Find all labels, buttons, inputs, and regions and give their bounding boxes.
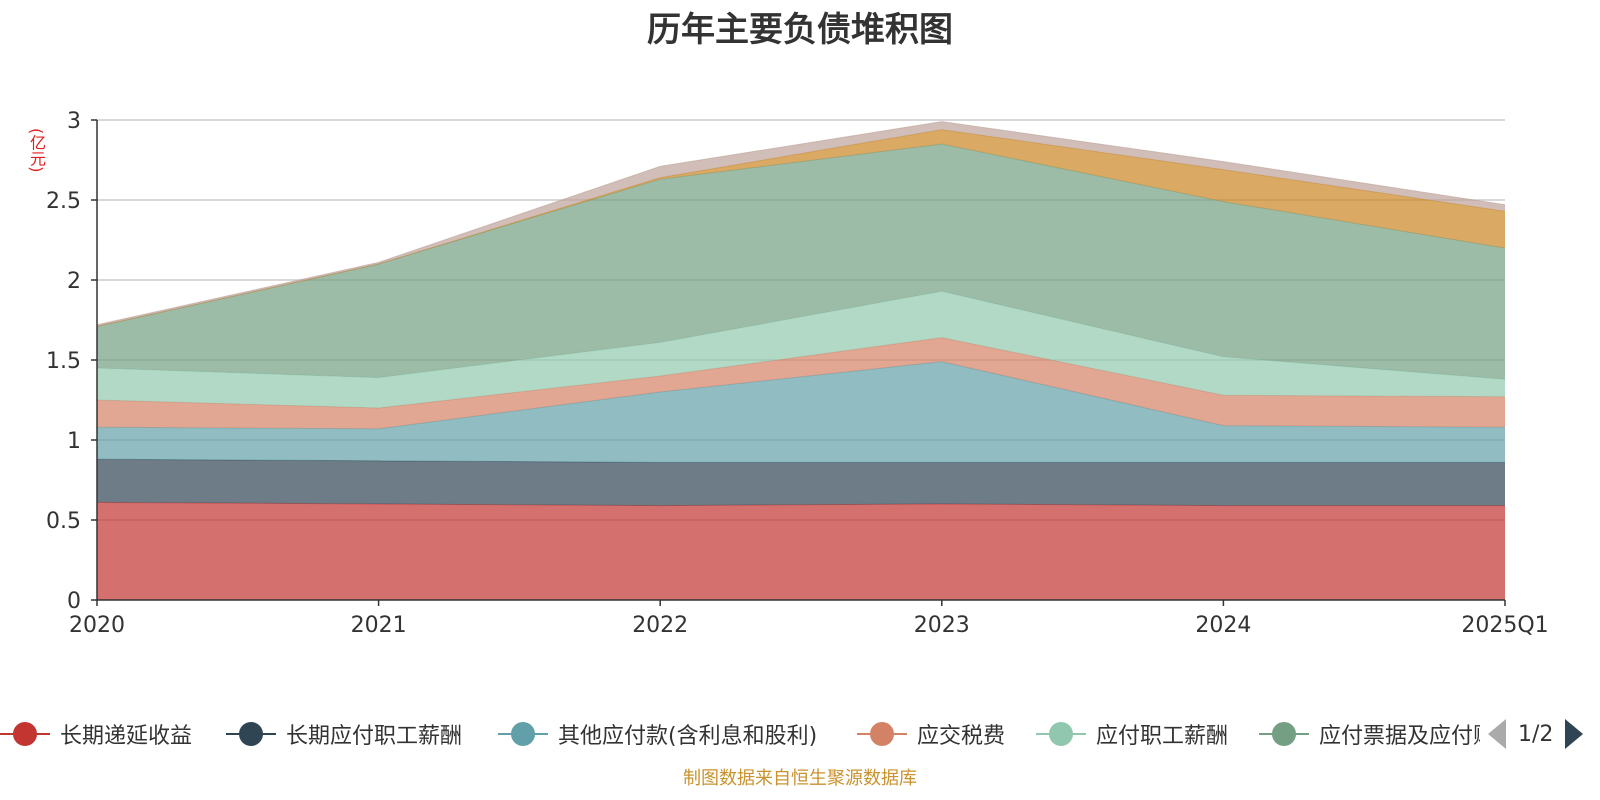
legend-marker-icon	[226, 719, 276, 749]
legend-item[interactable]: 应付职工薪酬	[1036, 714, 1228, 754]
legend-item[interactable]: 其他应付款(含利息和股利)	[498, 714, 817, 754]
y-tick-label: 3	[67, 109, 81, 134]
legend-marker-icon	[498, 719, 548, 749]
legend: 长期递延收益 长期应付职工薪酬 其他应付款(含利息和股利) 应交税费 应付职工薪酬 应付票…	[0, 714, 1600, 754]
legend-item[interactable]: 应交税费	[857, 714, 1005, 754]
legend-pager: 1/2	[1488, 718, 1584, 750]
legend-item-label: 应付票据及应付账款	[1319, 724, 1480, 749]
area-series-2	[97, 361, 1505, 463]
y-axis-unit-label: (亿元)	[27, 127, 46, 173]
legend-marker-icon	[0, 719, 50, 749]
legend-item[interactable]: 应付票据及应付账款	[1259, 714, 1480, 754]
legend-item-label: 长期应付职工薪酬	[286, 724, 463, 749]
legend-marker-icon	[1036, 719, 1086, 749]
y-tick-label: 1.5	[46, 349, 81, 374]
legend-marker-icon	[1259, 719, 1309, 749]
x-tick-label: 2022	[632, 613, 688, 638]
legend-items: 长期递延收益 长期应付职工薪酬 其他应付款(含利息和股利) 应交税费 应付职工薪酬 应付票…	[0, 714, 1480, 754]
area-series-3	[97, 337, 1505, 429]
x-tick-label: 2023	[914, 613, 970, 638]
legend-item-label: 长期递延收益	[60, 724, 193, 749]
chart-title: 历年主要负债堆积图	[647, 10, 953, 50]
legend-next-page-icon[interactable]	[1565, 719, 1584, 749]
area-series-4	[97, 291, 1505, 408]
legend-page-indicator: 1/2	[1518, 721, 1554, 747]
y-tick-label: 2.5	[46, 189, 81, 214]
y-tick-label: 0	[67, 589, 81, 614]
area-series-5	[97, 144, 1505, 380]
source-note: 制图数据来自恒生聚源数据库	[683, 768, 917, 789]
area-series-1	[97, 459, 1505, 506]
legend-marker-icon	[857, 719, 907, 749]
area-series-line-7	[96, 121, 1506, 326]
area-series-6	[97, 129, 1505, 327]
legend-item-label: 应交税费	[917, 724, 1006, 749]
legend-item[interactable]: 长期递延收益	[0, 714, 192, 754]
y-tick-label: 1	[67, 429, 81, 454]
axes: 0 0.5 1 1.5 2 2.5 3 2020 2021 2022 2023 2024 2025Q1	[46, 109, 1549, 638]
legend-item-label: 其他应付款(含利息和股利)	[558, 724, 818, 749]
area-series-group	[96, 121, 1506, 600]
legend-item-label: 应付职工薪酬	[1096, 724, 1229, 749]
x-tick-label: 2024	[1195, 613, 1251, 638]
area-series-0	[97, 502, 1505, 600]
legend-item[interactable]: 长期应付职工薪酬	[226, 714, 462, 754]
y-tick-label: 2	[67, 269, 81, 294]
y-tick-label: 0.5	[46, 509, 81, 534]
x-tick-label: 2025Q1	[1461, 613, 1548, 638]
x-tick-label: 2021	[351, 613, 407, 638]
legend-prev-page-icon[interactable]	[1488, 719, 1506, 749]
stacked-area-chart: 0 0.5 1 1.5 2 2.5 3 2020 2021 2022 2023 2024 2025Q1	[46, 109, 1549, 638]
x-tick-label: 2020	[69, 613, 125, 638]
